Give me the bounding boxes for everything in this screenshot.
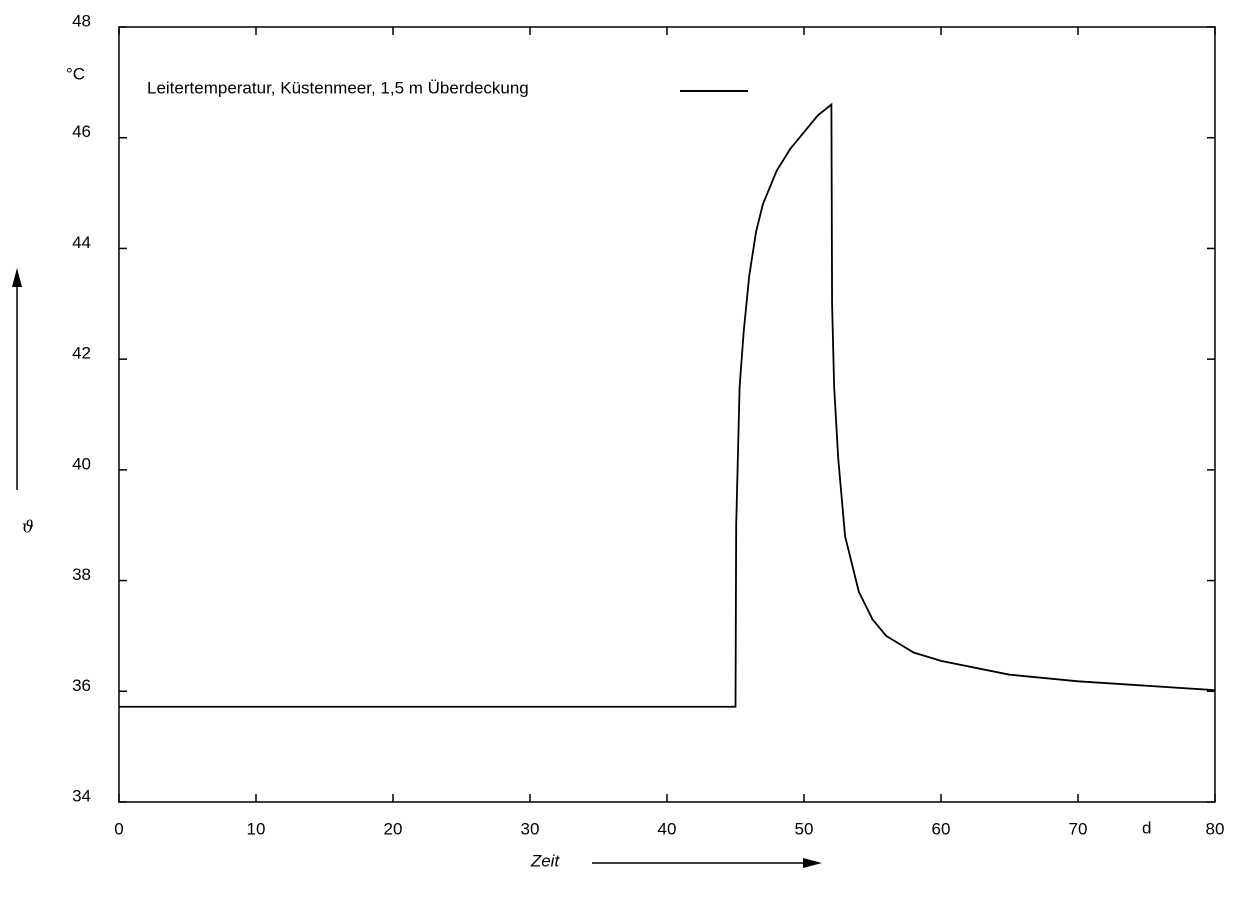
y-tick-label: 46 [72,122,91,141]
x-arrow [592,858,822,868]
x-unit: d [1142,818,1151,837]
y-unit: °C [66,64,85,83]
x-tick-label: 40 [658,819,677,838]
y-tick-label: 42 [72,344,91,363]
y-tick-label: 48 [72,11,91,30]
y-tick-label: 44 [72,233,91,252]
x-tick-label: 20 [384,819,403,838]
legend-label: Leitertemperatur, Küstenmeer, 1,5 m Über… [147,78,529,97]
y-tick-label: 36 [72,676,91,695]
x-tick-label: 30 [521,819,540,838]
y-tick-label: 40 [72,454,91,473]
y-tick-label: 34 [72,786,91,805]
x-tick-label: 10 [247,819,266,838]
x-tick-label: 80 [1206,819,1225,838]
x-tick-label: 70 [1069,819,1088,838]
x-axis-label: Zeit [530,851,561,870]
y-tick-label: 38 [72,565,91,584]
x-tick-label: 60 [932,819,951,838]
x-tick-label: 0 [114,819,123,838]
y-axis-label: ϑ [22,518,34,538]
y-arrow [12,268,22,490]
x-tick-label: 50 [795,819,814,838]
plot-frame [118,26,1216,803]
data-line [119,102,1216,708]
